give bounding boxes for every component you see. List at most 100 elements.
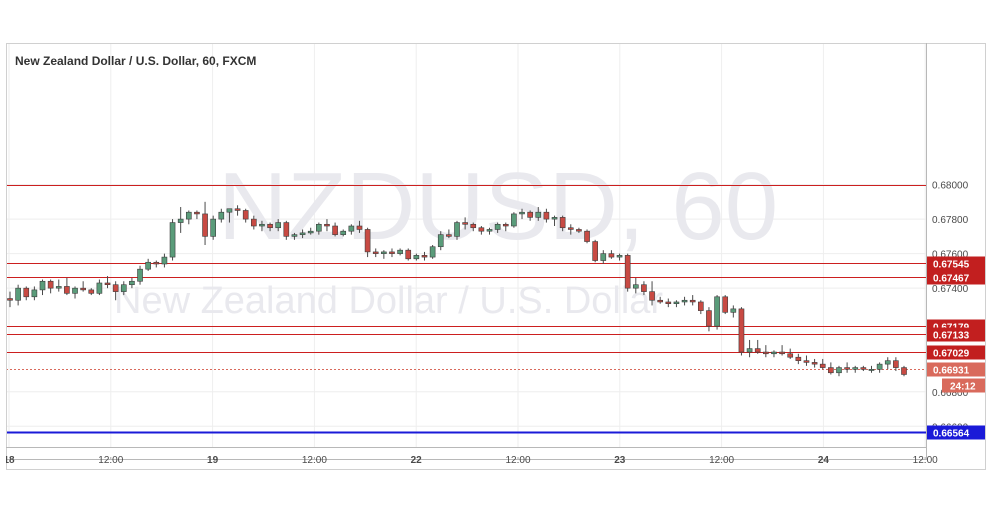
- candle-body: [795, 356, 802, 361]
- y-tick-label: 0.67400: [932, 284, 969, 295]
- candle: [803, 355, 810, 366]
- candle: [169, 219, 176, 261]
- candle: [567, 224, 574, 235]
- candle: [608, 250, 615, 259]
- candle-body: [852, 367, 859, 370]
- candle-body: [39, 280, 46, 291]
- candle: [291, 232, 298, 240]
- candle: [893, 357, 899, 372]
- candle: [340, 229, 347, 237]
- candle-body: [738, 308, 745, 353]
- candle: [96, 279, 103, 296]
- candle: [665, 298, 672, 308]
- candle-body: [673, 301, 680, 305]
- candle-body: [324, 223, 330, 227]
- candle: [632, 277, 639, 294]
- candle-body: [535, 211, 542, 218]
- candle: [429, 245, 436, 259]
- candle-body: [161, 256, 168, 265]
- candle: [616, 253, 623, 261]
- candle-body: [234, 208, 241, 211]
- candle-body: [372, 251, 379, 254]
- candle: [47, 279, 54, 294]
- candle: [413, 253, 420, 261]
- candle-body: [405, 249, 412, 260]
- current-price-label: 0.66931: [933, 366, 970, 377]
- candlestick-chart[interactable]: NZDUSD, 60 New Zealand Dollar / U.S. Dol…: [3, 43, 986, 470]
- candle-body: [502, 223, 509, 227]
- candle-body: [811, 362, 818, 365]
- candle-body: [559, 217, 566, 229]
- candle-body: [340, 230, 347, 235]
- candle-body: [665, 301, 672, 305]
- time-axis[interactable]: 18 12:00 19 12:00 22 12:00 23 12:00 24 12:00: [3, 455, 938, 466]
- candle-body: [746, 348, 753, 353]
- candle-body: [283, 222, 290, 237]
- candle-body: [88, 289, 95, 294]
- candle-body: [129, 280, 135, 286]
- x-tick-label: 12:00: [505, 455, 530, 466]
- candle: [80, 281, 86, 292]
- candle-body: [641, 284, 647, 292]
- candle: [7, 291, 13, 308]
- candle-body: [616, 255, 623, 258]
- support-price-tag: [927, 425, 985, 440]
- candle: [681, 296, 688, 306]
- candle: [462, 217, 468, 230]
- candle: [795, 353, 802, 365]
- candle: [527, 210, 533, 221]
- candle: [194, 210, 200, 220]
- candle: [218, 208, 225, 223]
- candle: [673, 300, 680, 308]
- candle-body: [836, 367, 842, 374]
- candle-body: [592, 241, 598, 261]
- candle-body: [332, 225, 338, 235]
- candle: [242, 208, 249, 223]
- outer-border: [6, 43, 986, 470]
- candle-body: [242, 210, 249, 220]
- candle: [511, 212, 517, 228]
- candle-body: [567, 227, 574, 230]
- candle: [145, 258, 151, 271]
- candle: [738, 307, 745, 356]
- candle-body: [527, 211, 533, 218]
- candle: [876, 362, 883, 373]
- grid-lines: [6, 43, 926, 447]
- candle-body: [657, 299, 664, 303]
- candle: [275, 219, 282, 232]
- candle-body: [267, 223, 273, 229]
- candle: [763, 345, 769, 358]
- candle: [576, 227, 582, 233]
- candle-body: [478, 227, 485, 232]
- candle-body: [828, 367, 834, 374]
- candle-body: [259, 223, 265, 227]
- candle: [129, 277, 135, 289]
- candle: [657, 296, 664, 304]
- candle: [478, 226, 485, 235]
- candle: [437, 231, 444, 251]
- candle-body: [868, 369, 875, 371]
- candle: [153, 260, 160, 268]
- candle: [494, 222, 501, 233]
- candle-body: [364, 229, 371, 253]
- candle-body: [543, 211, 550, 220]
- candle: [332, 222, 338, 237]
- level-price-label: 0.67467: [933, 274, 970, 285]
- candle-body: [31, 289, 38, 298]
- candle-body: [316, 223, 322, 232]
- candle-body: [307, 230, 314, 234]
- candle: [104, 276, 111, 289]
- candle: [421, 251, 428, 261]
- candle-body: [177, 218, 184, 223]
- candle: [624, 253, 631, 292]
- candle: [372, 248, 379, 258]
- candle: [901, 365, 907, 377]
- candle: [714, 295, 720, 330]
- level-price-tag: [927, 327, 985, 342]
- candle-body: [397, 249, 403, 254]
- candle: [202, 201, 208, 245]
- candle-body: [421, 255, 428, 258]
- chart-frame[interactable]: NZDUSD, 60 New Zealand Dollar / U.S. Dol…: [3, 43, 986, 470]
- x-tick-label: 12:00: [913, 455, 938, 466]
- candle-body: [608, 253, 615, 258]
